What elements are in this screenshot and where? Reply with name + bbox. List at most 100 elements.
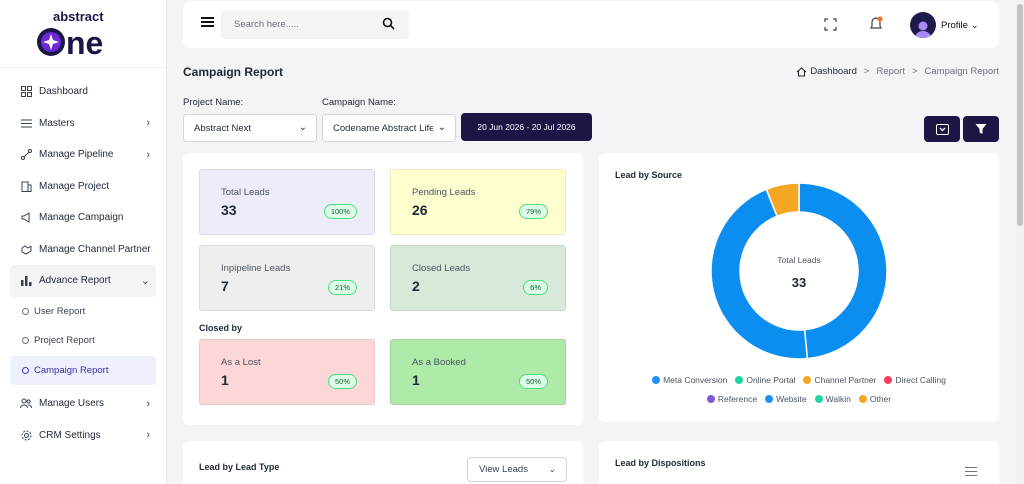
profile-menu[interactable]: Profile ⌄ [910, 12, 978, 38]
stat-card-inpipeline-leads[interactable]: Inpipeline Leads 7 21% [199, 245, 375, 311]
legend-item-walkin[interactable]: Walkin [814, 394, 851, 404]
sidebar-item-label: Manage Channel Partner [39, 243, 151, 255]
legend-swatch [803, 376, 812, 384]
sidebar-item-label: Manage Project [39, 180, 110, 192]
legend-item-reference[interactable]: Reference [706, 394, 757, 404]
circle-icon [22, 337, 29, 345]
lead-source-donut-chart [710, 182, 888, 360]
chevron-right-icon: › [146, 429, 150, 442]
export-button[interactable] [924, 116, 960, 142]
chevron-down-icon: ⌄ [140, 275, 150, 288]
donut-center-value: 33 [791, 275, 807, 290]
legend-item-channel-partner[interactable]: Channel Partner [803, 375, 876, 385]
legend-item-website[interactable]: Website [765, 394, 807, 404]
stat-value: 1 [412, 372, 420, 388]
stat-value: 26 [412, 202, 428, 218]
breadcrumb-report[interactable]: Report [876, 66, 905, 77]
sidebar-item-manage-users[interactable]: Manage Users › [0, 388, 166, 420]
breadcrumb-separator: > [863, 66, 870, 77]
stat-card-pending-leads[interactable]: Pending Leads 26 79% [390, 169, 566, 235]
scrollbar-thumb[interactable] [1017, 4, 1023, 226]
closed-card-as-a-lost[interactable]: As a Lost 1 50% [199, 339, 375, 405]
percent-badge: 21% [327, 280, 357, 295]
legend-label: Meta Conversion [663, 375, 728, 385]
sidebar-subitem-campaign-report[interactable]: Campaign Report [10, 355, 156, 385]
legend-swatch [884, 376, 893, 384]
date-range-picker[interactable]: 20 Jun 2026 - 20 Jul 2026 [461, 113, 592, 141]
donut-slice-website[interactable] [710, 188, 809, 360]
legend-swatch [735, 376, 744, 384]
sidebar-item-crm-settings[interactable]: CRM Settings › [0, 420, 166, 452]
chevron-right-icon: › [146, 397, 150, 410]
chart-legend: Reference Website Walkin Other [599, 394, 999, 404]
sidebar-item-label: Manage Pipeline [39, 149, 114, 161]
stat-value: 1 [221, 372, 229, 388]
closed-card-as-a-booked[interactable]: As a Booked 1 50% [390, 339, 566, 405]
sidebar-item-label: Advance Report [39, 275, 111, 287]
campaign-select[interactable]: Codename Abstract Life ⌄ [322, 114, 456, 142]
stat-label: Pending Leads [412, 187, 476, 198]
sidebar-subitem-user-report[interactable]: User Report [0, 297, 166, 327]
handshake-icon [20, 243, 32, 255]
breadcrumb: Dashboard > Report > Campaign Report [796, 66, 999, 77]
megaphone-icon [20, 212, 32, 224]
sidebar-subitem-project-report[interactable]: Project Report [0, 326, 166, 356]
percent-badge: 100% [323, 204, 357, 219]
legend-item-online-portal[interactable]: Online Portal [735, 375, 795, 385]
page-scrollbar[interactable] [1016, 0, 1024, 484]
percent-badge: 6% [523, 280, 548, 295]
sidebar-item-manage-campaign[interactable]: Manage Campaign [0, 202, 166, 234]
donut-slice-channel-partner[interactable] [765, 182, 800, 218]
sidebar-item-advance-report[interactable]: Advance Report ⌄ [10, 265, 156, 297]
campaign-select-value: Codename Abstract Life [333, 122, 433, 134]
search-placeholder: Search here..... [234, 19, 299, 30]
lead-by-type-title: Lead by Lead Type [199, 462, 280, 472]
notification-bell-icon[interactable] [869, 16, 883, 36]
legend-item-direct-calling[interactable]: Direct Calling [884, 375, 946, 385]
pipeline-icon [20, 149, 32, 161]
chart-title: Lead by Source [615, 170, 683, 180]
legend-item-meta-conversion[interactable]: Meta Conversion [652, 375, 727, 385]
chevron-right-icon: › [146, 148, 150, 161]
chart-menu-icon[interactable] [965, 467, 977, 479]
sidebar-item-manage-pipeline[interactable]: Manage Pipeline › [0, 139, 166, 171]
brand-logo[interactable]: abstract ne [0, 0, 166, 68]
sidebar: abstract ne Dashboard Masters › Manage Pipe… [0, 0, 167, 484]
fullscreen-icon[interactable] [824, 18, 837, 36]
chevron-down-icon: ⌄ [435, 122, 446, 133]
sidebar-subitem-label: Project Report [34, 335, 95, 347]
project-select[interactable]: Abstract Next ⌄ [183, 114, 317, 142]
breadcrumb-home[interactable]: Dashboard [796, 66, 857, 77]
filter-icon [975, 124, 987, 134]
view-leads-select[interactable]: View Leads ⌄ [467, 457, 567, 482]
sidebar-item-manage-project[interactable]: Manage Project [0, 171, 166, 203]
sidebar-subitem-label: Campaign Report [34, 364, 109, 376]
legend-item-other[interactable]: Other [858, 394, 891, 404]
profile-label: Profile [941, 19, 968, 31]
topbar: Search here..... Profile ⌄ [183, 1, 999, 48]
lead-by-dispositions-card [599, 441, 999, 484]
sidebar-item-masters[interactable]: Masters › [0, 108, 166, 140]
stat-label: Total Leads [221, 187, 270, 198]
stat-card-total-leads[interactable]: Total Leads 33 100% [199, 169, 375, 235]
breadcrumb-current: Campaign Report [924, 66, 999, 77]
chevron-down-icon: ⌄ [298, 122, 307, 133]
project-name-label: Project Name: [183, 97, 244, 108]
svg-text:ne: ne [66, 25, 103, 60]
stat-value: 33 [221, 202, 237, 218]
circle-icon [22, 307, 29, 315]
sidebar-item-manage-channel-partner[interactable]: Manage Channel Partner [0, 234, 166, 266]
filter-button[interactable] [963, 116, 999, 142]
percent-badge: 50% [327, 374, 357, 389]
stat-card-closed-leads[interactable]: Closed Leads 2 6% [390, 245, 566, 311]
stat-value: 7 [221, 278, 229, 294]
menu-toggle-icon[interactable] [201, 17, 214, 27]
project-select-value: Abstract Next [194, 122, 252, 134]
breadcrumb-separator: > [911, 66, 918, 77]
sidebar-item-label: CRM Settings [39, 429, 101, 441]
stat-label: As a Lost [221, 357, 261, 368]
donut-slice-meta-conversion[interactable] [798, 182, 888, 360]
search-input[interactable]: Search here..... [221, 10, 409, 39]
sidebar-item-dashboard[interactable]: Dashboard [0, 76, 166, 108]
search-icon[interactable] [382, 17, 395, 33]
